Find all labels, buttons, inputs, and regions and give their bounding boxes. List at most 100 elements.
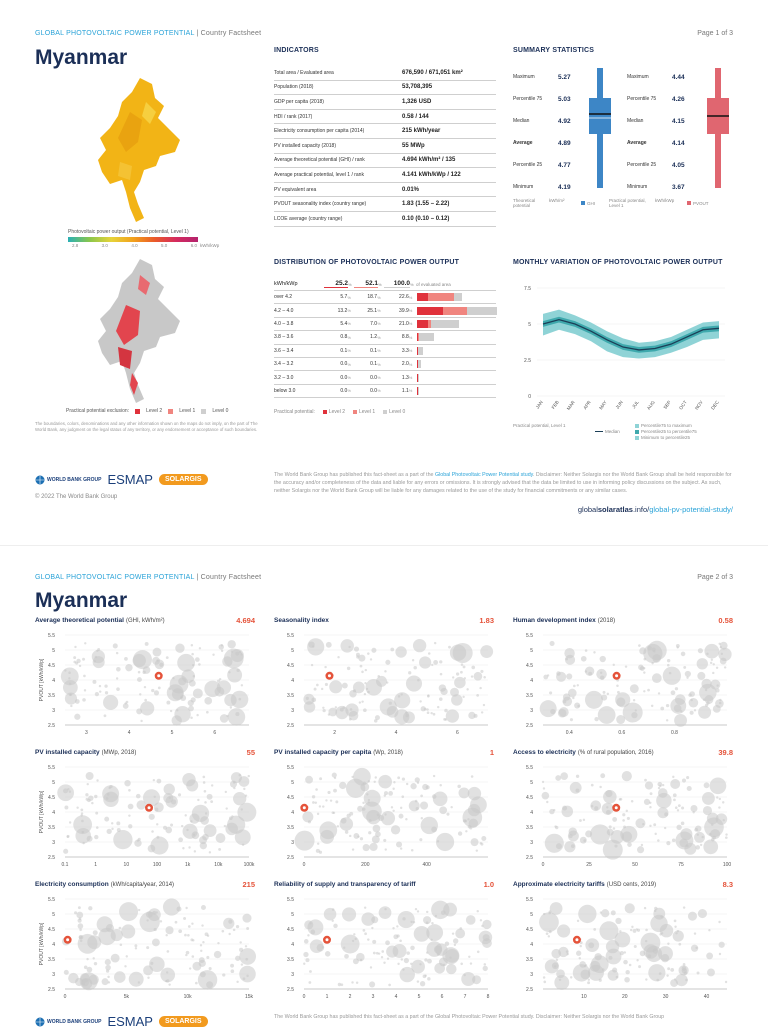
scatter-point [340, 934, 360, 954]
scatter-point [168, 983, 171, 986]
scatter-xtick: 50 [632, 862, 638, 868]
scatter-point [724, 980, 728, 984]
scatter-xtick: 15k [245, 994, 254, 1000]
scatter-point [643, 906, 647, 910]
scatter-point [405, 713, 409, 718]
scatter-point [57, 784, 75, 802]
scatter-point [328, 707, 338, 717]
scatter-point [480, 669, 484, 673]
scatter-point [460, 670, 463, 674]
scatter-point [315, 848, 320, 853]
scatter-point [359, 837, 364, 841]
scatter-point [590, 783, 594, 787]
scatter-point [468, 711, 476, 720]
scatter-point [658, 972, 662, 976]
scatter-point [229, 780, 237, 788]
scatter-point [84, 642, 87, 645]
scatter-point [476, 909, 479, 913]
scatter-ytick: 5 [291, 780, 294, 786]
indicator-row: GDP per capita (2018) 1,326 USD [274, 95, 496, 110]
scatter-point [473, 671, 483, 681]
scatter-point [150, 836, 169, 855]
atlas-url[interactable]: globalsolaratlas.info/global-pv-potentia… [577, 505, 733, 514]
scatter-point [216, 679, 221, 683]
scatter-point [188, 705, 194, 712]
scatter-point [316, 683, 319, 687]
scatter-xtick: 0.8 [671, 730, 678, 736]
scatter-point [187, 925, 191, 928]
scatter-point [671, 838, 676, 843]
monthly-xtick: AUG [646, 399, 656, 410]
scatter-point [612, 817, 618, 822]
scatter-point [206, 934, 210, 937]
scatter-chart: 2.5 3 3.5 4 4.5 5 5.5 0.4 0.6 0.8 [526, 633, 732, 736]
scatter-point [97, 647, 101, 651]
scatter-point [718, 952, 722, 956]
scatter-point [116, 687, 120, 691]
scatter-point [406, 951, 410, 955]
scatter-point [395, 646, 407, 658]
scatter-point [305, 958, 310, 963]
scatter-point [542, 976, 546, 979]
scatter-point [239, 948, 257, 965]
scatter-point [427, 694, 430, 697]
scatter-point [662, 666, 682, 685]
scatter-point [405, 782, 409, 786]
scatter-point [116, 666, 121, 672]
scatter-point [427, 958, 432, 964]
scatter-point [230, 650, 234, 653]
scatter-point [668, 671, 672, 675]
scatter-point [696, 833, 699, 836]
scatter-title: Approximate electricity tariffs (USD cent… [513, 881, 657, 888]
scatter-ytick: 3 [52, 708, 55, 714]
scatter-point [310, 663, 314, 667]
scatter-point [646, 645, 652, 651]
scatter-point [716, 684, 719, 687]
scatter-point [444, 941, 450, 946]
scatter-title: Human development index (2018) [513, 617, 616, 624]
monthly-band-inner [543, 316, 719, 353]
scatter-point [702, 805, 713, 816]
scatter-ytick: 4.5 [287, 795, 294, 801]
scatter-point [650, 914, 668, 933]
scatter-ytick: 3.5 [287, 693, 294, 699]
scatter-point [608, 825, 612, 829]
scatter-point [580, 969, 591, 980]
scatter-ytick: 5 [52, 780, 55, 786]
scatter-point [673, 798, 676, 802]
scatter-point [670, 779, 681, 789]
scatter-point [93, 961, 98, 966]
scatter-point [96, 826, 99, 829]
scatter-point [104, 959, 111, 966]
scatter-point [83, 674, 86, 678]
scatter-point [346, 666, 351, 671]
scatter-point [693, 709, 697, 712]
scatter-point [192, 688, 203, 699]
scatter-point [353, 767, 371, 786]
scatter-point [680, 828, 693, 841]
distribution-bar [416, 293, 496, 302]
scatter-point [666, 658, 671, 663]
scatter-point [694, 831, 705, 843]
scatter-point [452, 642, 473, 663]
scatter-xtick: 3 [85, 730, 88, 736]
scatter-point [649, 792, 653, 796]
scatter-chart: 2.5 3 3.5 4 4.5 5 5.5 0 200 400 [287, 765, 488, 868]
scatter-point [103, 694, 119, 711]
scatter-point [686, 776, 690, 780]
scatter-point [376, 813, 380, 817]
map-legend-ticks: 2.8 3.0 4.0 5.0 6.0 [72, 243, 197, 248]
scatter-point [363, 789, 381, 807]
scatter-point [92, 656, 105, 669]
scatter-ytick: 5 [291, 912, 294, 918]
scatter-point [616, 697, 626, 707]
scatter-point [704, 695, 714, 704]
scatter-point [227, 640, 236, 649]
study-link[interactable]: Global Photovoltaic Power Potential stud… [434, 472, 533, 478]
scatter-ytick: 5.5 [287, 765, 294, 771]
scatter-point [331, 919, 334, 922]
scatter-point [480, 711, 484, 714]
scatter-point [104, 684, 108, 688]
scatter-point [113, 829, 133, 850]
scatter-xtick: 200 [361, 862, 370, 868]
